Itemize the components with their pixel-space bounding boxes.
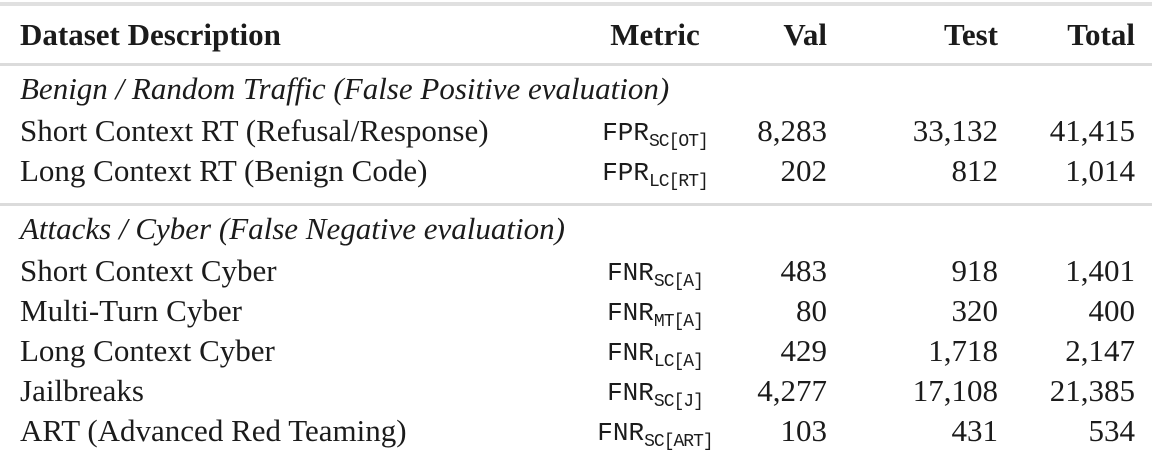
dataset-description-cell: Multi-Turn Cyber	[20, 292, 242, 328]
section-title: Attacks / Cyber (False Negative evaluati…	[20, 210, 565, 246]
metric-cell: FNRSC[ART]	[580, 414, 730, 451]
metric-cell: FPRSC[OT]	[580, 114, 730, 151]
val-cell: 429	[780, 332, 828, 368]
table-header-row: Dataset Description Metric Val Test Tota…	[0, 6, 1152, 63]
section-title: Benign / Random Traffic (False Positive …	[20, 70, 670, 106]
metric-name: FNR	[607, 298, 654, 328]
metric-subscript: MT[A]	[653, 312, 704, 332]
metric-name: FNR	[607, 258, 654, 288]
metric-subscript: LC[RT]	[649, 172, 709, 192]
table-row: ART (Advanced Red Teaming) FNRSC[ART] 10…	[0, 410, 1152, 452]
dataset-description-cell: Short Context RT (Refusal/Response)	[20, 112, 489, 148]
dataset-description-cell: ART (Advanced Red Teaming)	[20, 412, 407, 448]
table-row: Short Context Cyber FNRSC[A] 483 918 1,4…	[0, 250, 1152, 292]
table-row: Long Context Cyber FNRLC[A] 429 1,718 2,…	[0, 330, 1152, 372]
metric-cell: FNRSC[A]	[580, 254, 730, 291]
test-cell: 918	[951, 252, 999, 288]
test-cell: 33,132	[912, 112, 998, 148]
metric-name: FPR	[602, 158, 649, 188]
column-header-dataset-description: Dataset Description	[20, 17, 281, 52]
section-spacer	[0, 190, 1152, 203]
section-attacks-cyber: Attacks / Cyber (False Negative evaluati…	[0, 206, 1152, 452]
total-cell: 21,385	[1049, 372, 1135, 408]
test-cell: 812	[951, 152, 999, 188]
total-cell: 1,014	[1065, 152, 1135, 188]
metric-subscript: SC[ART]	[644, 432, 714, 452]
metric-name: FNR	[597, 418, 645, 448]
test-cell: 17,108	[912, 372, 998, 408]
metric-cell: FNRSC[J]	[580, 374, 730, 411]
metric-subscript: SC[J]	[653, 392, 704, 412]
total-cell: 400	[1088, 292, 1136, 328]
metric-name: FPR	[602, 118, 649, 148]
dataset-description-cell: Long Context RT (Benign Code)	[20, 152, 428, 188]
metric-subscript: SC[OT]	[649, 132, 709, 152]
test-cell: 320	[951, 292, 999, 328]
table-mid-rule	[0, 203, 1152, 206]
table-row: Multi-Turn Cyber FNRMT[A] 80 320 400	[0, 290, 1152, 332]
val-cell: 4,277	[757, 372, 827, 408]
test-cell: 431	[951, 412, 999, 448]
total-cell: 2,147	[1065, 332, 1135, 368]
val-cell: 483	[780, 252, 828, 288]
metric-name: FNR	[607, 338, 654, 368]
test-cell: 1,718	[928, 332, 998, 368]
val-cell: 80	[796, 292, 827, 328]
val-cell: 103	[780, 412, 828, 448]
section-title-row: Attacks / Cyber (False Negative evaluati…	[0, 206, 1152, 250]
table-row: Jailbreaks FNRSC[J] 4,277 17,108 21,385	[0, 370, 1152, 412]
section-title-row: Benign / Random Traffic (False Positive …	[0, 66, 1152, 110]
metric-subscript: LC[A]	[653, 352, 704, 372]
val-cell: 202	[780, 152, 828, 188]
dataset-description-cell: Short Context Cyber	[20, 252, 277, 288]
metric-subscript: SC[A]	[653, 272, 704, 292]
table-row: Long Context RT (Benign Code) FPRLC[RT] …	[0, 150, 1152, 192]
dataset-description-cell: Long Context Cyber	[20, 332, 275, 368]
total-cell: 41,415	[1049, 112, 1135, 148]
dataset-description-cell: Jailbreaks	[20, 372, 144, 408]
metric-cell: FPRLC[RT]	[580, 154, 730, 191]
column-header-val: Val	[783, 17, 827, 52]
table-row: Short Context RT (Refusal/Response) FPRS…	[0, 110, 1152, 152]
column-header-metric: Metric	[610, 17, 700, 52]
section-benign-random-traffic: Benign / Random Traffic (False Positive …	[0, 66, 1152, 203]
table-mid-rule	[0, 63, 1152, 66]
total-cell: 1,401	[1065, 252, 1135, 288]
metric-cell: FNRMT[A]	[580, 294, 730, 331]
column-header-test: Test	[944, 17, 998, 52]
val-cell: 8,283	[757, 112, 827, 148]
metric-name: FNR	[607, 378, 654, 408]
table-top-rule	[0, 2, 1152, 6]
total-cell: 534	[1088, 412, 1136, 448]
column-header-total: Total	[1067, 17, 1135, 52]
metric-cell: FNRLC[A]	[580, 334, 730, 371]
